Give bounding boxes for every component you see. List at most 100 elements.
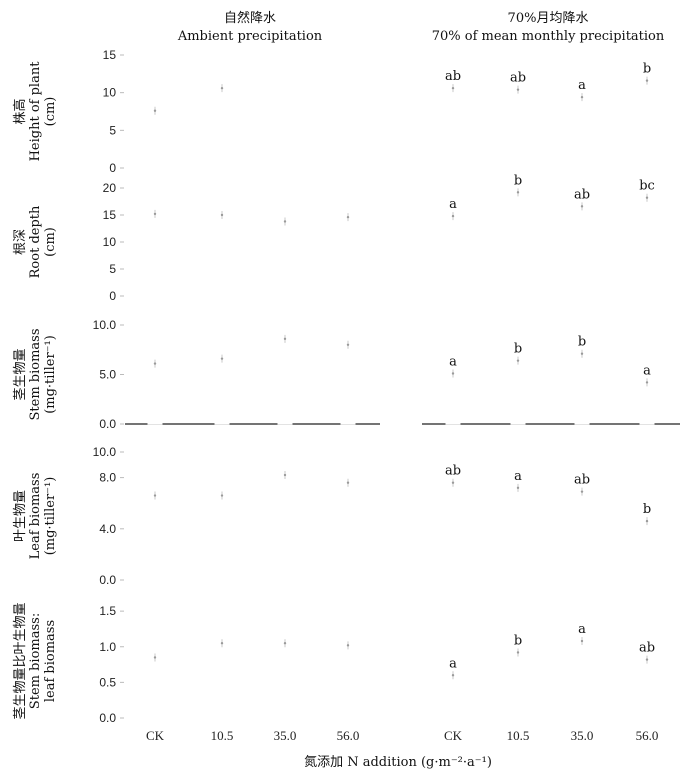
- reduced-value-point: [516, 359, 520, 362]
- reduced-bar-35.0: [574, 96, 590, 169]
- y-tick-label: 1.5: [99, 604, 116, 618]
- reduced-value-point: [580, 639, 584, 643]
- reduced-value-point: [516, 486, 520, 490]
- y-tick-label: 10.0: [93, 318, 117, 332]
- y-tick-label: 1.0: [99, 640, 116, 654]
- x-axis-label: 氮添加 N addition (g·m⁻²·a⁻¹): [304, 755, 492, 770]
- significance-letter: b: [643, 502, 651, 517]
- left-title-cn: 自然降水: [224, 10, 276, 26]
- reduced-bar-10.5: [510, 360, 526, 425]
- reduced-value-point: [516, 651, 520, 654]
- y-tick-label: 8.0: [99, 471, 116, 485]
- ambient-bar-35.0: [277, 338, 293, 425]
- y-axis-label: 茎生物量比叶生物量Stem biomass:leaf biomass: [13, 602, 58, 719]
- ambient-bar-35.0: [277, 220, 293, 297]
- significance-letter: a: [449, 197, 457, 212]
- significance-letter: b: [514, 342, 522, 357]
- significance-letter: ab: [445, 69, 461, 84]
- reduced-bar-56.0: [639, 520, 655, 581]
- y-tick-label: 20: [103, 181, 117, 195]
- reduced-value-point: [580, 95, 584, 99]
- reduced-value-point: [580, 205, 584, 208]
- y-axis-label: 株高Height of plant(cm): [12, 61, 58, 162]
- significance-letter: a: [514, 469, 522, 484]
- y-tick-label: 10: [103, 235, 117, 249]
- y-axis-label: 叶生物量Leaf biomass(mg·tiller⁻¹): [13, 473, 58, 560]
- ambient-value-point: [346, 644, 350, 647]
- y-tick-label: 4.0: [99, 522, 116, 536]
- significance-letter: a: [578, 622, 586, 637]
- ambient-bar-CK: [147, 495, 163, 581]
- significance-letter: b: [514, 173, 522, 188]
- y-axis-label-en: Height of plant: [28, 61, 43, 162]
- ambient-bar-CK: [147, 213, 163, 297]
- reduced-bar-CK: [445, 482, 461, 581]
- category-label-left: 56.0: [337, 728, 360, 743]
- ambient-value-point: [283, 220, 287, 223]
- reduced-bar-CK: [445, 87, 461, 169]
- y-axis-label-en: leaf biomass: [43, 620, 58, 702]
- reduced-value-point: [516, 88, 520, 91]
- reduced-bar-10.5: [510, 651, 526, 719]
- reduced-value-point: [645, 519, 649, 523]
- ambient-value-point: [346, 343, 350, 346]
- ambient-value-point: [153, 362, 157, 365]
- y-tick-label: 5: [109, 262, 116, 276]
- category-label-left: 35.0: [274, 728, 297, 743]
- ambient-value-point: [283, 473, 287, 477]
- category-label-right: 10.5: [507, 728, 530, 743]
- category-label-right: CK: [444, 728, 463, 743]
- significance-letter: b: [514, 633, 522, 648]
- ambient-bar-10.5: [214, 495, 230, 581]
- ambient-bar-CK: [147, 110, 163, 169]
- significance-letter: ab: [639, 641, 655, 656]
- category-label-left: 10.5: [211, 728, 234, 743]
- y-axis-label-cn: 叶生物量: [13, 490, 28, 542]
- right-title-cn: 70%月均降水: [508, 11, 589, 26]
- y-tick-label: 10.0: [93, 445, 117, 459]
- y-axis-label-en: Stem biomass: [28, 328, 43, 420]
- ambient-bar-CK: [147, 656, 163, 719]
- reduced-bar-56.0: [639, 80, 655, 169]
- reduced-value-point: [580, 490, 584, 493]
- significance-letter: a: [449, 656, 457, 671]
- reduced-bar-CK: [445, 373, 461, 425]
- y-tick-label: 15: [103, 208, 117, 222]
- significance-letter: b: [578, 335, 586, 350]
- ambient-value-point: [283, 641, 287, 645]
- ambient-bar-CK: [147, 363, 163, 425]
- ambient-value-point: [220, 213, 224, 217]
- y-tick-label: 0: [109, 161, 116, 175]
- significance-letter: b: [643, 62, 651, 77]
- ambient-value-point: [220, 494, 224, 497]
- ambient-value-point: [153, 494, 157, 497]
- significance-letter: a: [643, 363, 651, 378]
- significance-letter: ab: [445, 464, 461, 479]
- left-title-en: Ambient precipitation: [177, 29, 323, 44]
- ambient-bar-10.5: [214, 87, 230, 169]
- reduced-bar-35.0: [574, 491, 590, 581]
- reduced-value-point: [645, 196, 649, 199]
- ambient-bar-10.5: [214, 214, 230, 297]
- category-label-left: CK: [146, 728, 165, 743]
- y-tick-label: 0.5: [99, 675, 116, 689]
- ambient-bar-10.5: [214, 642, 230, 719]
- ambient-bar-35.0: [277, 474, 293, 581]
- ambient-bar-56.0: [340, 644, 356, 719]
- ambient-bar-56.0: [340, 482, 356, 581]
- reduced-value-point: [645, 79, 649, 82]
- row-5: 1.5 1.0 0.5 0.0 茎生物量比叶生物量Stem biomass:leaf b…: [13, 602, 655, 725]
- y-tick-label: 10: [103, 86, 117, 100]
- y-tick-label: 0.0: [99, 417, 116, 431]
- category-label-right: 56.0: [636, 728, 659, 743]
- ambient-value-point: [220, 641, 224, 645]
- y-tick-label: 0.0: [99, 573, 116, 587]
- reduced-bar-10.5: [510, 191, 526, 297]
- ambient-value-point: [283, 337, 287, 341]
- y-axis-label: 茎生物量Stem biomass(mg·tiller⁻¹): [13, 328, 58, 420]
- reduced-value-point: [451, 481, 455, 484]
